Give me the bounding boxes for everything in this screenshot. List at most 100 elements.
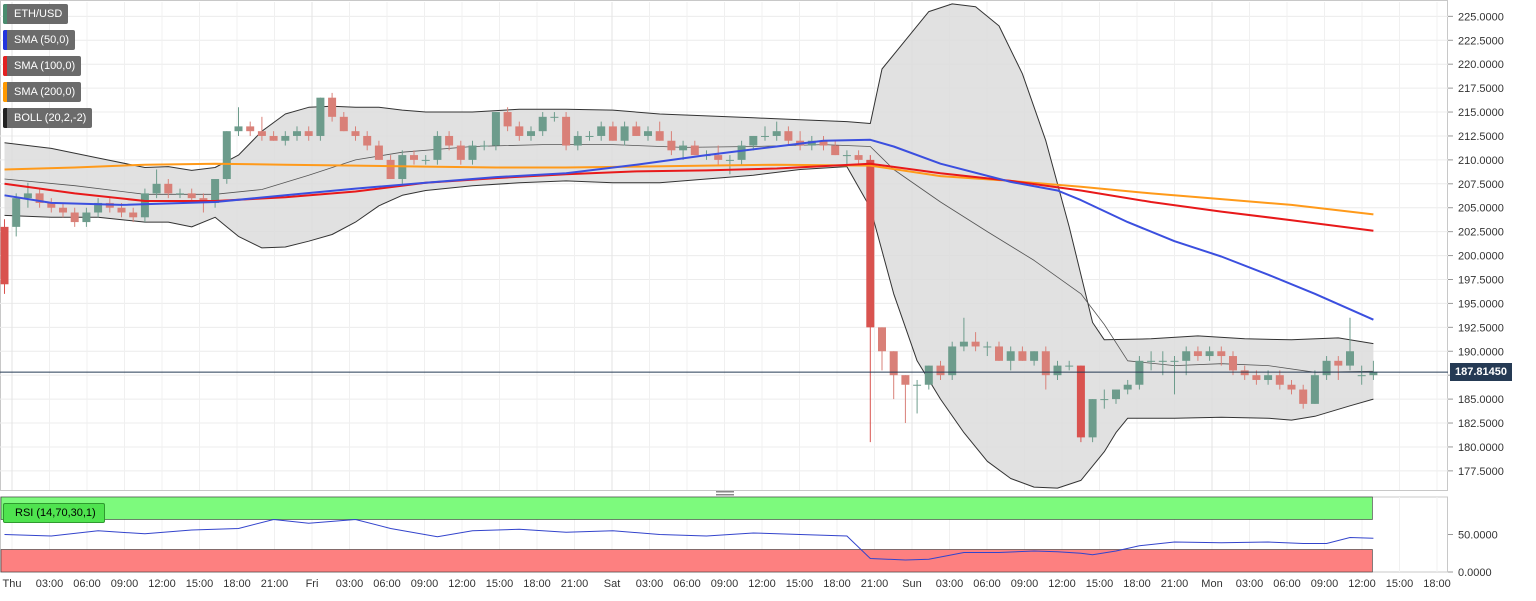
candle-body xyxy=(936,365,945,376)
candle-body xyxy=(550,116,559,118)
candle-body xyxy=(445,135,454,146)
candle-body xyxy=(129,212,138,218)
candle-body xyxy=(749,135,758,146)
y-tick-label: 182.5000 xyxy=(1458,418,1504,430)
candle-body xyxy=(304,131,313,136)
candle-body xyxy=(1041,351,1050,376)
candle-body xyxy=(1147,360,1156,362)
candle-body xyxy=(995,346,1003,361)
candle-body xyxy=(140,193,149,218)
candle-body xyxy=(1182,351,1191,361)
candle-body xyxy=(164,183,173,194)
candle-body xyxy=(293,131,301,136)
candle-body xyxy=(737,145,746,160)
x-tick-label: 03:00 xyxy=(936,578,964,590)
legend-item-sma-100[interactable]: SMA (100,0) xyxy=(3,56,82,76)
y-tick-label: 207.5000 xyxy=(1458,179,1504,191)
y-tick-label: 200.0000 xyxy=(1458,251,1504,263)
y-tick-label: 212.5000 xyxy=(1458,131,1504,143)
candle-body xyxy=(351,131,360,136)
candle-body xyxy=(714,155,723,160)
candle-body xyxy=(328,97,337,117)
panel-splitter-handle xyxy=(716,491,734,493)
candle-body xyxy=(644,131,652,136)
legend-label: SMA (200,0) xyxy=(14,86,76,98)
x-tick-label: 18:00 xyxy=(523,578,551,590)
candle-body xyxy=(1006,351,1015,361)
x-tick-label: Sat xyxy=(604,578,621,590)
x-tick-label: 09:00 xyxy=(711,578,739,590)
candle-body xyxy=(1346,351,1354,366)
rsi-oversold-zone xyxy=(0,549,1373,573)
candle-body xyxy=(573,135,582,146)
legend-item-boll[interactable]: BOLL (20,2,-2) xyxy=(3,108,93,128)
candle-body xyxy=(0,226,9,285)
legend-item-sma-50[interactable]: SMA (50,0) xyxy=(3,30,76,50)
candle-body xyxy=(468,145,477,160)
candle-body xyxy=(889,351,898,376)
legend-swatch-eth-usd xyxy=(3,4,7,24)
candle-body xyxy=(538,116,547,132)
candle-body xyxy=(784,131,793,141)
x-tick-label: 21:00 xyxy=(861,578,889,590)
candle-body xyxy=(831,145,840,156)
candle-body xyxy=(456,145,465,160)
candle-body xyxy=(59,207,67,213)
candle-body xyxy=(410,155,418,160)
candle-body xyxy=(1229,356,1237,371)
y-tick-label: 195.0000 xyxy=(1458,298,1504,310)
candle-body xyxy=(316,97,325,136)
candle-body xyxy=(819,140,828,146)
legend-item-eth-usd[interactable]: ETH/USD xyxy=(3,4,69,24)
x-tick-label: 12:00 xyxy=(1048,578,1076,590)
candle-body xyxy=(70,212,79,223)
candle-body xyxy=(772,131,781,136)
candle-body xyxy=(854,155,863,160)
y-tick-label: 192.5000 xyxy=(1458,322,1504,334)
candle-body xyxy=(211,179,220,203)
candle-body xyxy=(878,327,886,352)
candle-body xyxy=(679,145,688,151)
y-tick-label: 222.5000 xyxy=(1458,35,1504,47)
x-tick-label: 06:00 xyxy=(1273,578,1301,590)
rsi-line xyxy=(4,518,1374,561)
legend-label: SMA (50,0) xyxy=(14,34,70,46)
x-tick-label: Thu xyxy=(3,578,22,590)
legend-label: ETH/USD xyxy=(14,8,63,20)
x-tick-label: 09:00 xyxy=(1011,578,1039,590)
x-tick-label: Mon xyxy=(1201,578,1222,590)
candle-body xyxy=(269,135,278,141)
x-tick-label: 06:00 xyxy=(673,578,701,590)
rsi-tick-label: 0.0000 xyxy=(1458,567,1492,579)
x-tick-label: 12:00 xyxy=(1348,578,1376,590)
candle-body xyxy=(1100,399,1109,401)
x-tick-label: 15:00 xyxy=(486,578,514,590)
candle-body xyxy=(1310,375,1319,404)
x-tick-label: 06:00 xyxy=(373,578,401,590)
candle-body xyxy=(725,159,734,161)
x-tick-label: 21:00 xyxy=(561,578,589,590)
candle-body xyxy=(222,131,231,180)
y-tick-label: 210.0000 xyxy=(1458,155,1504,167)
candle-body xyxy=(480,145,489,147)
rsi-label[interactable]: RSI (14,70,30,1) xyxy=(3,503,105,523)
y-tick-label: 190.0000 xyxy=(1458,346,1504,358)
candle-body xyxy=(1205,351,1214,357)
candle-body xyxy=(761,135,769,137)
candle-body xyxy=(47,202,56,208)
x-tick-label: 09:00 xyxy=(411,578,439,590)
candle-body xyxy=(1018,351,1027,361)
candle-body xyxy=(1240,370,1249,376)
candle-body xyxy=(983,346,992,348)
y-tick-label: 205.0000 xyxy=(1458,203,1504,215)
candle-body xyxy=(1217,351,1226,357)
candle-body xyxy=(866,159,875,328)
x-tick-label: 18:00 xyxy=(823,578,851,590)
legend-item-sma-200[interactable]: SMA (200,0) xyxy=(3,82,82,102)
x-tick-label: 03:00 xyxy=(1236,578,1264,590)
candle-body xyxy=(913,384,922,386)
candle-body xyxy=(82,212,91,223)
x-tick-label: 15:00 xyxy=(186,578,214,590)
